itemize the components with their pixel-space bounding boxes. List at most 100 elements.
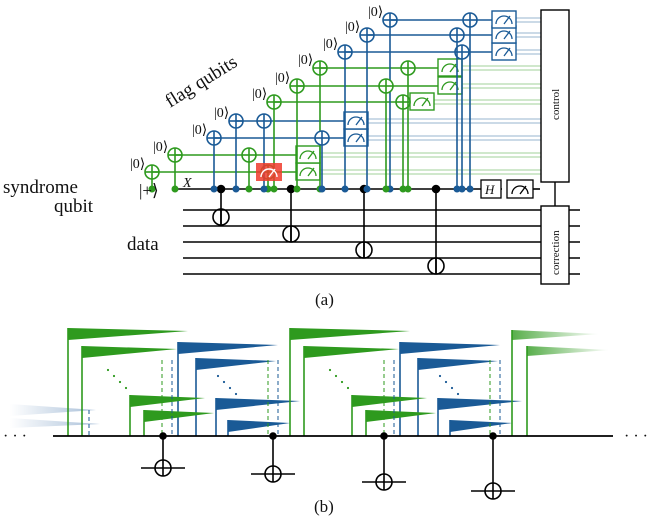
error-measurement-meter (260, 168, 278, 178)
flag-pennant-0-6 (216, 398, 300, 410)
dot-blue-0-2 (228, 386, 232, 390)
flag-meter-needle (355, 116, 363, 126)
flag-pennant-1-3 (418, 358, 498, 370)
zero-state-label: |0⟩ (323, 37, 338, 52)
flag-wires (152, 17, 541, 175)
flag-measurement-box (437, 76, 463, 95)
panel-b-schedule: · · · · · · (b) (3, 328, 648, 516)
schedule-flags (10, 328, 610, 436)
flag-meter-arc (347, 116, 365, 126)
plus-state-label: |+⟩ (139, 181, 159, 200)
data-wires (183, 209, 580, 275)
flag-pennant-0-2 (178, 342, 278, 354)
zero-state-label: |0⟩ (192, 123, 207, 138)
dot-blue-0-3 (234, 392, 238, 396)
control-box-label: control (550, 89, 562, 120)
flag-pennant-0-4 (130, 395, 205, 407)
flag-meter-needle (503, 30, 511, 40)
flag-meter-needle (449, 81, 457, 91)
dot-blue-0-0 (216, 374, 220, 378)
flag-meter-arc (413, 97, 431, 107)
flag-meter-needle (449, 63, 457, 73)
flag-disentangle-control (404, 185, 412, 193)
dot-blue-1-2 (450, 386, 454, 390)
flag-pennant-0-1 (82, 346, 177, 358)
zero-state-label: |0⟩ (153, 140, 168, 155)
flag-meter-arc (347, 133, 365, 143)
zero-state-label: |0⟩ (130, 157, 145, 172)
flag-pennant-1-5 (366, 410, 436, 422)
flag-meter-needle (503, 15, 511, 25)
dot-green-0-2 (118, 380, 122, 384)
panel-a-circuit: |0⟩ |0⟩ |0⟩ |0⟩ |0⟩ |0⟩ |0⟩ |0⟩ |0⟩ |0⟩ X H contr… (3, 5, 580, 309)
flag-pennant-1-2 (400, 342, 500, 354)
flag-disentangle-control (318, 185, 326, 193)
zero-state-label: |0⟩ (275, 71, 290, 86)
data-cnot-2-control (286, 184, 296, 194)
zero-state-label: |0⟩ (298, 53, 313, 68)
dot-blue-1-0 (438, 374, 442, 378)
flag-meter-arc (495, 47, 513, 57)
flag-disentangle-control (466, 185, 474, 193)
flag-init-control (171, 185, 179, 193)
flag-disentangle-control (458, 185, 466, 193)
panel-b-caption: (b) (314, 497, 334, 516)
zero-state-label: |0⟩ (345, 20, 360, 35)
sched-cnot-control-1 (269, 432, 277, 440)
flag-meter-needle (503, 47, 511, 57)
flag-measurement-box (343, 111, 369, 130)
flag-measurement-box (295, 162, 321, 181)
flag-pennant-1-0 (290, 328, 410, 340)
left-ellipsis: · · · (3, 428, 27, 445)
dot-green-0-3 (124, 386, 128, 390)
zero-state-label: |0⟩ (214, 106, 229, 121)
hadamard-gate (480, 179, 502, 199)
flag-disentangle-control (260, 185, 268, 193)
correction-box (540, 205, 570, 285)
schedule-data-cnots (141, 432, 515, 500)
flag-pennant-0-0 (68, 328, 188, 340)
zero-state-label: |0⟩ (368, 5, 383, 20)
dot-blue-1-3 (456, 392, 460, 396)
qubit-label: qubit (54, 196, 94, 217)
correction-box-label: correction (550, 230, 562, 275)
flag-pennant-0-3 (196, 358, 276, 370)
dot-green-1-3 (346, 386, 350, 390)
flag-measurement-box (343, 128, 369, 147)
flag-pennant-0-7 (228, 420, 290, 432)
dot-green-0-1 (112, 374, 116, 378)
data-cnot-1-control (216, 184, 226, 194)
flag-measurement-box (491, 10, 517, 29)
flag-init-control (148, 185, 156, 193)
flag-meter-arc (299, 150, 317, 160)
flag-measurement-box (491, 42, 517, 61)
dot-blue-0-1 (222, 380, 226, 384)
flag-pennant-1-7 (450, 420, 512, 432)
flag-init-control (341, 185, 349, 193)
error-x-label: X (182, 176, 192, 191)
right-ellipsis: · · · (624, 428, 648, 445)
sched-cnot-control-3 (489, 432, 497, 440)
syndrome-label: syndrome (3, 177, 78, 198)
dot-green-1-0 (328, 368, 332, 372)
faded-flag-left-1 (10, 404, 96, 416)
sched-cnot-control-0 (159, 432, 167, 440)
flag-measurement-box (295, 145, 321, 164)
syndrome-measurement-meter (511, 185, 529, 195)
flag-gates: |0⟩ |0⟩ |0⟩ |0⟩ |0⟩ |0⟩ |0⟩ |0⟩ |0⟩ |0⟩ (130, 5, 517, 193)
flag-init-control (270, 185, 278, 193)
sched-cnot-control-2 (380, 432, 388, 440)
flag-disentangle-control (382, 185, 390, 193)
syndrome-measurement-box (506, 179, 534, 199)
flag-init-control (210, 185, 218, 193)
flag-pennant-1-6 (438, 398, 522, 410)
flag-pennant-1-1 (304, 346, 399, 358)
faded-flag-right-1 (512, 330, 600, 340)
dot-blue-1-1 (444, 380, 448, 384)
flag-meter-needle (355, 133, 363, 143)
data-cnot-4-control (431, 184, 441, 194)
faded-flag-right-2 (527, 346, 610, 356)
flag-meter-needle (307, 167, 315, 177)
zero-state-label: |0⟩ (252, 87, 267, 102)
